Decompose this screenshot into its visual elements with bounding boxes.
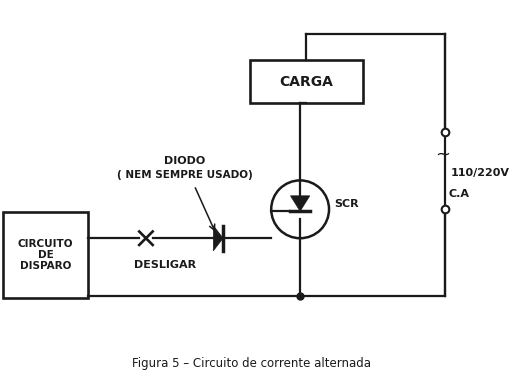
- Text: CIRCUITO: CIRCUITO: [18, 240, 73, 249]
- Text: CARGA: CARGA: [279, 74, 333, 89]
- Text: 110/220V: 110/220V: [450, 168, 510, 178]
- Text: Figura 5 – Circuito de corrente alternada: Figura 5 – Circuito de corrente alternad…: [133, 357, 371, 370]
- Bar: [3, 212, 88, 298]
- Text: ( NEM SEMPRE USADO): ( NEM SEMPRE USADO): [116, 170, 252, 180]
- Text: ~: ~: [435, 146, 450, 163]
- Text: DESLIGAR: DESLIGAR: [134, 260, 196, 270]
- Text: DE: DE: [38, 250, 54, 260]
- Text: C.A: C.A: [449, 189, 470, 199]
- Polygon shape: [291, 196, 310, 211]
- Polygon shape: [213, 226, 223, 251]
- Bar: [250, 60, 363, 103]
- Text: DISPARO: DISPARO: [20, 261, 71, 271]
- Text: SCR: SCR: [334, 199, 358, 209]
- Text: DIODO: DIODO: [164, 156, 205, 166]
